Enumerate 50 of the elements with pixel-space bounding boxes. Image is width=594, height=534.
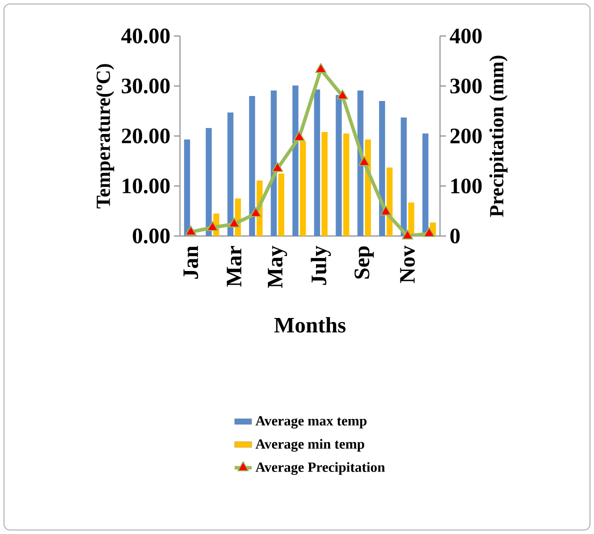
x-tick-label: May bbox=[268, 246, 288, 288]
legend-label: Average min temp bbox=[256, 438, 364, 452]
point bbox=[358, 156, 370, 166]
bar bbox=[343, 134, 350, 236]
bar bbox=[270, 90, 277, 236]
bar bbox=[206, 128, 212, 236]
y2-tick-label: 200 bbox=[450, 128, 482, 144]
point bbox=[272, 162, 284, 172]
x-tick-label: Mar bbox=[226, 246, 242, 287]
y-tick-label: 20.00 bbox=[122, 128, 170, 144]
y-tick-label: 30.00 bbox=[122, 78, 170, 94]
bar bbox=[300, 141, 306, 236]
y2-tick-label: 300 bbox=[450, 78, 482, 94]
bar bbox=[408, 202, 414, 236]
point bbox=[206, 221, 218, 231]
bar bbox=[278, 173, 284, 236]
y2-axis-title: Precipitation (mm) bbox=[489, 56, 508, 217]
bar bbox=[336, 95, 342, 236]
point bbox=[250, 207, 262, 217]
bar bbox=[322, 132, 328, 236]
bar bbox=[357, 90, 364, 236]
x-tick-label: Sep bbox=[354, 246, 374, 279]
x-tick-label: Nov bbox=[400, 246, 415, 283]
legend-label: Average Precipitation bbox=[256, 462, 385, 475]
bar bbox=[400, 118, 407, 236]
bar bbox=[379, 101, 386, 236]
y-tick-label: 0.00 bbox=[132, 228, 170, 244]
legend-label: Average max temp bbox=[256, 416, 367, 429]
point bbox=[380, 206, 392, 216]
point bbox=[185, 226, 197, 236]
bar bbox=[227, 112, 234, 236]
point bbox=[228, 218, 240, 228]
y2-tick-label: 400 bbox=[450, 28, 482, 44]
bar bbox=[314, 90, 320, 236]
point bbox=[315, 63, 327, 73]
y-axis-title: Temperature(ºC) bbox=[96, 64, 114, 208]
point bbox=[336, 90, 348, 100]
x-tick-label: July bbox=[310, 246, 331, 285]
point bbox=[423, 227, 435, 237]
bar bbox=[184, 140, 190, 236]
y2-tick-label: 100 bbox=[451, 178, 482, 194]
y-tick-label: 10.00 bbox=[122, 178, 170, 194]
x-axis-title: Months bbox=[274, 317, 346, 333]
point bbox=[293, 131, 305, 141]
y2-tick-label: 0 bbox=[450, 228, 460, 244]
bar bbox=[292, 86, 298, 236]
x-tick-label: Jan bbox=[184, 246, 198, 279]
point bbox=[402, 230, 414, 240]
y-tick-label: 40.00 bbox=[121, 28, 170, 44]
bar bbox=[249, 96, 256, 236]
